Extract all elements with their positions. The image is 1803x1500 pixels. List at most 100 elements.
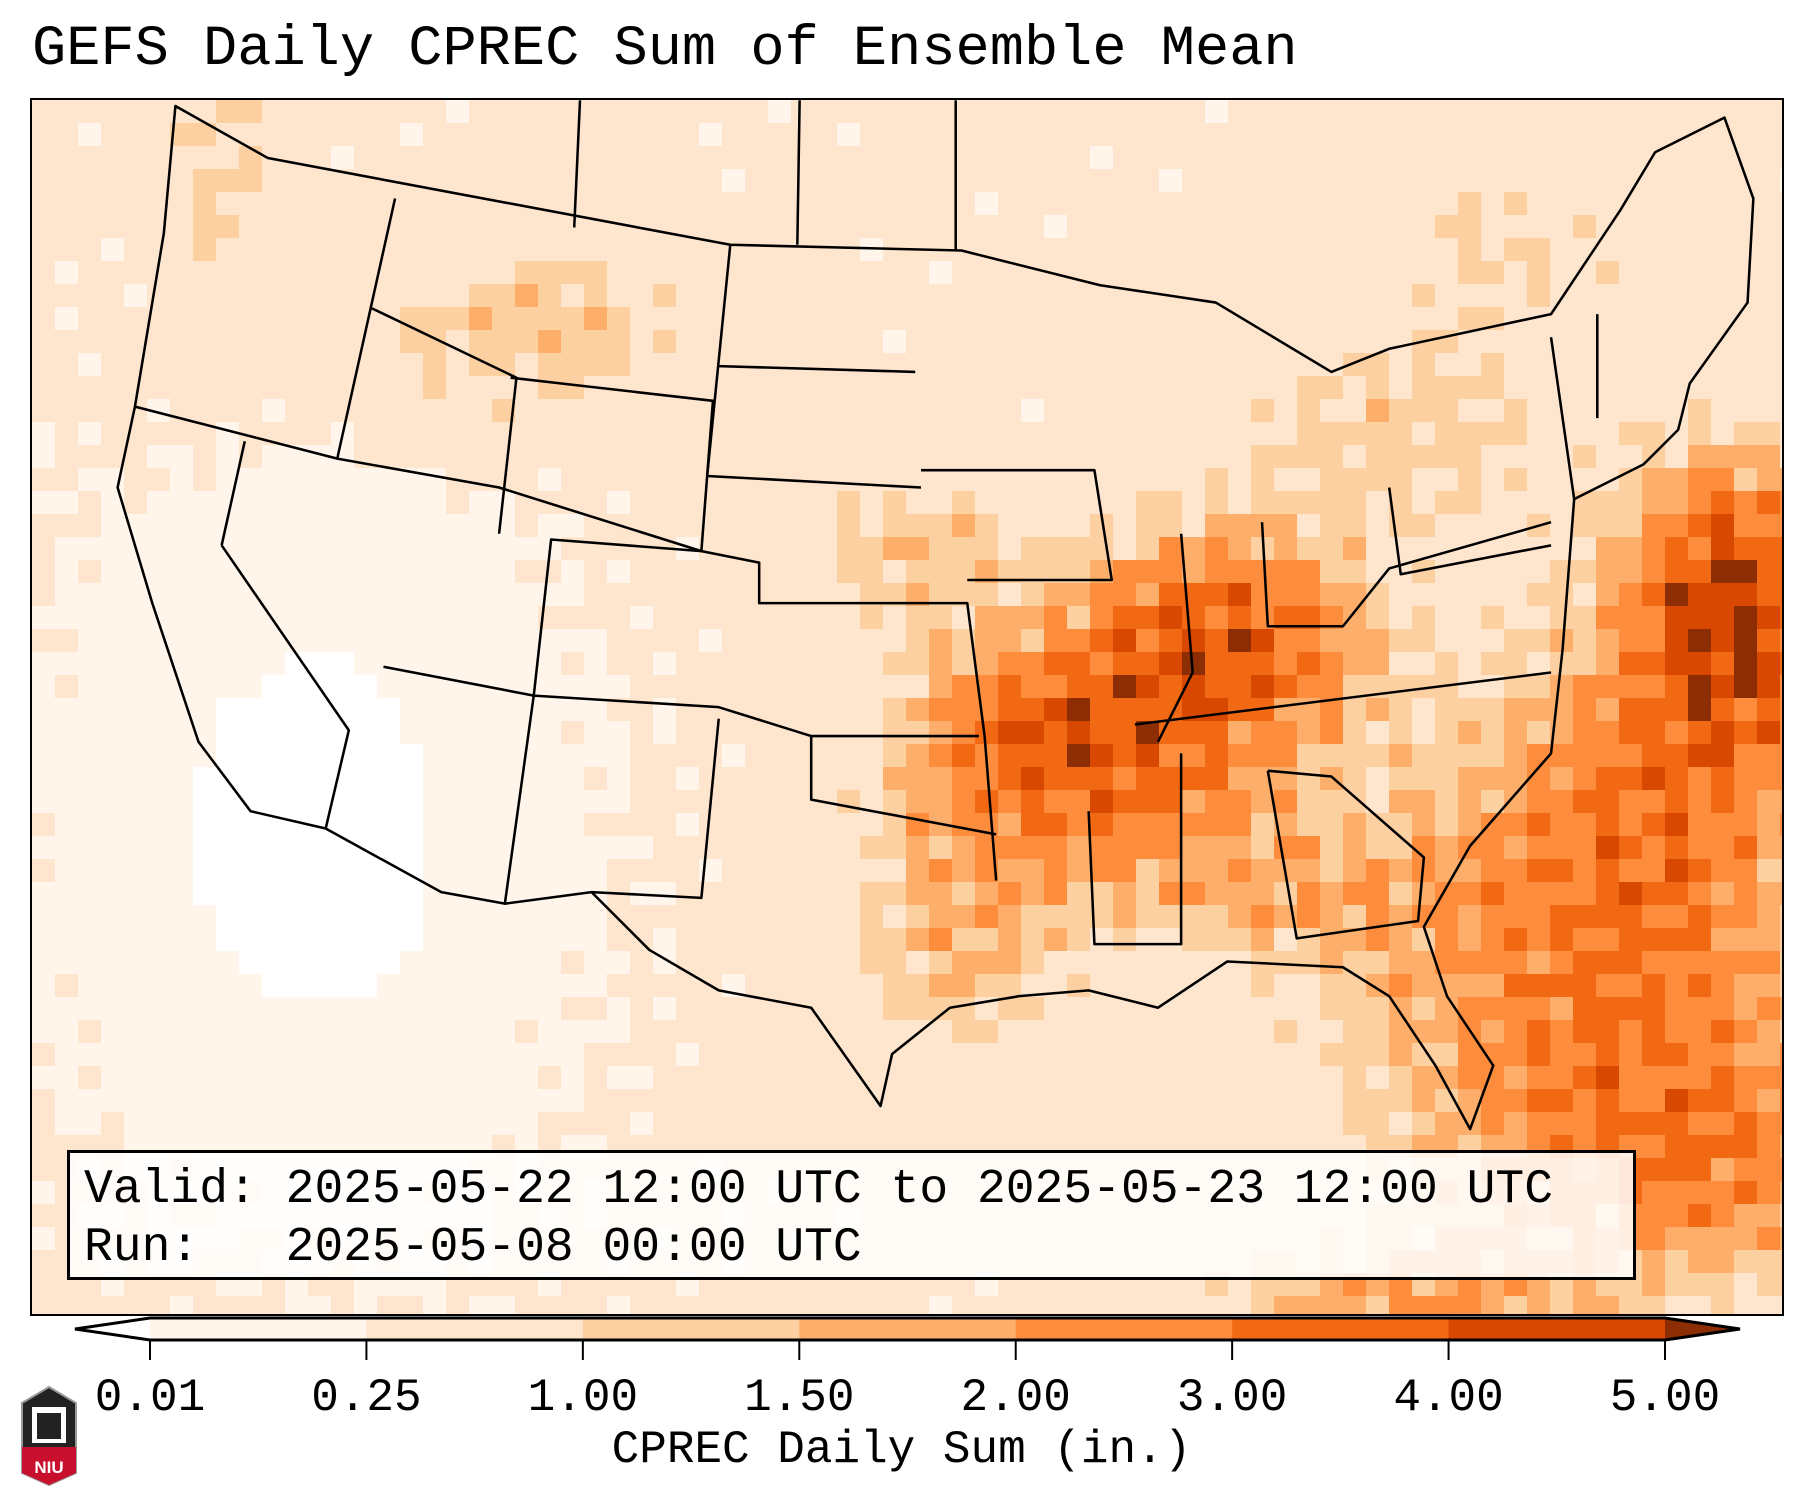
precip-cell xyxy=(814,376,838,400)
precip-cell xyxy=(1389,606,1413,630)
precip-cell xyxy=(55,606,79,630)
precip-cell xyxy=(814,353,838,377)
niu-logo: NIU xyxy=(21,1385,77,1487)
precip-cell xyxy=(837,744,861,768)
precip-cell xyxy=(32,675,56,699)
precip-cell xyxy=(1780,1227,1782,1251)
precip-cell xyxy=(998,215,1022,239)
precip-cell xyxy=(653,514,677,538)
precip-cell xyxy=(1527,583,1551,607)
precip-cell xyxy=(607,445,631,469)
precip-cell xyxy=(791,951,815,975)
precip-cell xyxy=(1711,491,1735,515)
colorbar-tick-label: 0.01 xyxy=(94,1372,206,1424)
precip-cell xyxy=(331,928,355,952)
precip-cell xyxy=(515,215,539,239)
precip-cell xyxy=(193,744,217,768)
precip-cell xyxy=(216,652,240,676)
precip-cell xyxy=(1688,1227,1712,1251)
precip-cell xyxy=(1021,215,1045,239)
precip-cell xyxy=(975,169,999,193)
precip-cell xyxy=(1458,675,1482,699)
precip-cell xyxy=(538,1089,562,1113)
precip-cell xyxy=(1412,1043,1436,1067)
precip-cell xyxy=(883,1112,907,1136)
precip-cell xyxy=(285,652,309,676)
precip-cell xyxy=(239,123,263,147)
precip-cell xyxy=(1113,583,1137,607)
precip-cell xyxy=(883,192,907,216)
precip-cell xyxy=(768,284,792,308)
precip-cell xyxy=(906,261,930,285)
precip-cell xyxy=(1573,146,1597,170)
precip-cell xyxy=(1665,629,1689,653)
precip-cell xyxy=(791,169,815,193)
precip-cell xyxy=(837,399,861,423)
precip-cell xyxy=(1504,284,1528,308)
precip-cell xyxy=(308,652,332,676)
precip-cell xyxy=(1550,146,1574,170)
precip-cell xyxy=(1481,744,1505,768)
precip-cell xyxy=(55,353,79,377)
precip-cell xyxy=(676,882,700,906)
precip-cell xyxy=(1757,169,1781,193)
precip-cell xyxy=(1435,767,1459,791)
precip-cell xyxy=(1297,606,1321,630)
precip-cell xyxy=(1642,445,1666,469)
precip-cell xyxy=(1550,514,1574,538)
precip-cell xyxy=(469,951,493,975)
precip-cell xyxy=(1090,698,1114,722)
precip-cell xyxy=(1527,905,1551,929)
precip-cell xyxy=(32,537,56,561)
precip-cell xyxy=(492,606,516,630)
precip-cell xyxy=(285,100,309,124)
precip-cell xyxy=(492,882,516,906)
precip-cell xyxy=(1619,721,1643,745)
precip-cell xyxy=(1435,928,1459,952)
precip-cell xyxy=(354,721,378,745)
precip-cell xyxy=(1136,307,1160,331)
precip-cell xyxy=(998,606,1022,630)
precip-cell xyxy=(1619,583,1643,607)
precip-cell xyxy=(262,261,286,285)
precip-cell xyxy=(1021,652,1045,676)
precip-cell xyxy=(101,767,125,791)
precip-cell xyxy=(1757,445,1781,469)
precip-cell xyxy=(1412,583,1436,607)
precip-cell xyxy=(1573,261,1597,285)
precip-cell xyxy=(1665,1135,1689,1159)
precip-cell xyxy=(515,721,539,745)
precip-cell xyxy=(814,767,838,791)
precip-cell xyxy=(1366,422,1390,446)
precip-cell xyxy=(101,606,125,630)
precip-cell xyxy=(1780,261,1782,285)
precip-cell xyxy=(101,721,125,745)
precip-cell xyxy=(1481,1020,1505,1044)
precip-cell xyxy=(400,974,424,998)
precip-cell xyxy=(101,905,125,929)
precip-cell xyxy=(1182,468,1206,492)
precip-cell xyxy=(1711,399,1735,423)
precip-cell xyxy=(170,169,194,193)
precip-cell xyxy=(906,744,930,768)
precip-cell xyxy=(998,583,1022,607)
precip-cell xyxy=(1780,1089,1782,1113)
precip-cell xyxy=(377,1066,401,1090)
precip-cell xyxy=(1412,951,1436,975)
precip-cell xyxy=(883,261,907,285)
precip-cell xyxy=(1435,192,1459,216)
precip-cell xyxy=(423,215,447,239)
precip-cell xyxy=(1665,744,1689,768)
precip-cell xyxy=(814,974,838,998)
precip-cell xyxy=(998,1066,1022,1090)
precip-cell xyxy=(32,1158,56,1182)
precip-cell xyxy=(1573,1066,1597,1090)
precip-cell xyxy=(1274,652,1298,676)
precip-cell xyxy=(515,1296,539,1314)
precip-cell xyxy=(216,1043,240,1067)
precip-cell xyxy=(400,997,424,1021)
precip-cell xyxy=(492,1089,516,1113)
precip-cell xyxy=(837,215,861,239)
precip-cell xyxy=(630,790,654,814)
precip-cell xyxy=(607,629,631,653)
